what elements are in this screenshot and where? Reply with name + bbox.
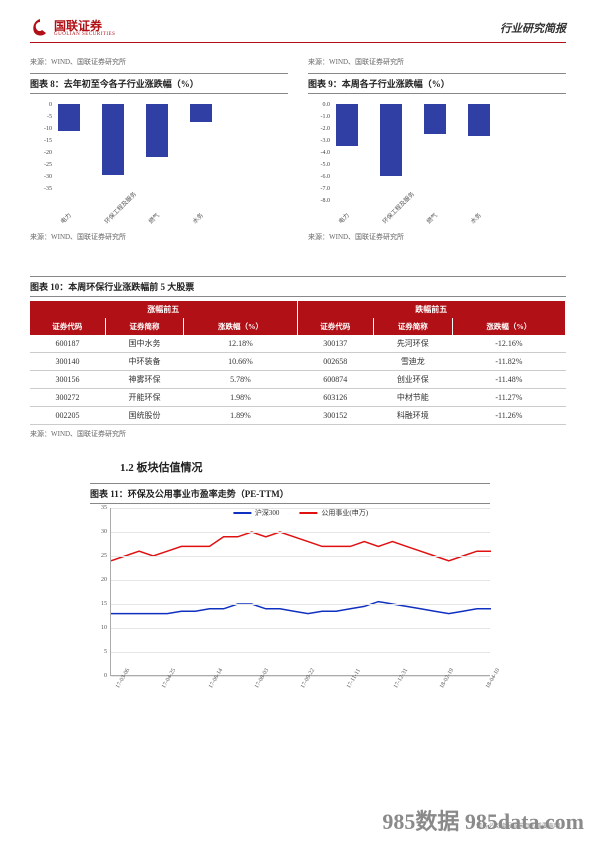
bar — [102, 104, 124, 175]
table-cell: 1.89% — [184, 407, 297, 425]
table-row: 600187国中水务12.18%300137先河环保-12.16% — [30, 335, 566, 353]
table-col-header: 证券代码 — [297, 318, 373, 335]
table-cell: 300137 — [297, 335, 373, 353]
y-axis-labels: 05101520253035 — [91, 508, 109, 675]
source-note: 来源：WIND、国联证券研究所 — [30, 232, 288, 242]
table-cell: -11.26% — [452, 407, 565, 425]
table-cell: 科融环境 — [373, 407, 452, 425]
table-col-header: 涨跌幅（%） — [452, 318, 565, 335]
table-cell: 开能环保 — [105, 389, 184, 407]
bar — [424, 104, 446, 134]
figure-title: 图表 11：环保及公用事业市盈率走势（PE-TTM） — [90, 483, 490, 504]
table-cell: 中材节能 — [373, 389, 452, 407]
table-cell: 600187 — [30, 335, 105, 353]
table-cell: 300152 — [297, 407, 373, 425]
x-axis-labels: 电力环保工程及服务燃气水务 — [336, 219, 566, 228]
table-cell: 002205 — [30, 407, 105, 425]
table-cell: -12.16% — [452, 335, 565, 353]
table-cell: -11.82% — [452, 353, 565, 371]
brand-name-cn: 国联证券 — [54, 20, 115, 32]
source-note: 来源：WIND、国联证券研究所 — [30, 429, 566, 439]
section-heading: 1.2 板块估值情况 — [120, 459, 566, 475]
bar — [146, 104, 168, 157]
x-axis-labels: 电力环保工程及服务燃气水务 — [58, 219, 288, 228]
table-row: 300140中环装备10.66%002658雪迪龙-11.82% — [30, 353, 566, 371]
bar-chart — [30, 98, 288, 188]
table-cell: 10.66% — [184, 353, 297, 371]
table-row: 300156神雾环保5.78%600874创业环保-11.48% — [30, 371, 566, 389]
stock-table: 涨幅前五 跌幅前五 证券代码证券简称涨跌幅（%）证券代码证券简称涨跌幅（%） 6… — [30, 301, 566, 425]
figure-title: 图表 9：本周各子行业涨跌幅（%） — [308, 73, 566, 94]
logo-icon — [30, 18, 50, 38]
brand-logo: 国联证券 GUOLIAN SECURITIES — [30, 18, 115, 38]
table-cell: -11.48% — [452, 371, 565, 389]
table-group-header: 跌幅前五 — [297, 301, 565, 318]
table-cell: 603126 — [297, 389, 373, 407]
table-cell: 神雾环保 — [105, 371, 184, 389]
table-cell: 300156 — [30, 371, 105, 389]
table-cell: 5.78% — [184, 371, 297, 389]
table-row: 002205国统股份1.89%300152科融环境-11.26% — [30, 407, 566, 425]
bar — [380, 104, 402, 176]
bar-chart — [308, 98, 566, 188]
figure-9: 图表 9：本周各子行业涨跌幅（%） 0.0-1.0-2.0-3.0-4.0-5.… — [308, 73, 566, 248]
figure-11: 图表 11：环保及公用事业市盈率走势（PE-TTM） 0510152025303… — [90, 483, 490, 684]
figure-10: 图表 10：本周环保行业涨跌幅前 5 大股票 涨幅前五 跌幅前五 证券代码证券简… — [30, 276, 566, 439]
source-note: 来源：WIND、国联证券研究所 — [30, 57, 288, 67]
table-cell: 国中水务 — [105, 335, 184, 353]
bar — [468, 104, 490, 136]
figure-8: 图表 8：去年初至今各子行业涨跌幅（%） 0-5-10-15-20-25-30-… — [30, 73, 288, 248]
table-cell: 1.98% — [184, 389, 297, 407]
table-group-header: 涨幅前五 — [30, 301, 297, 318]
table-cell: -11.27% — [452, 389, 565, 407]
brand-name-en: GUOLIAN SECURITIES — [54, 32, 115, 37]
bar — [58, 104, 80, 131]
table-cell: 300272 — [30, 389, 105, 407]
table-cell: 先河环保 — [373, 335, 452, 353]
table-cell: 创业环保 — [373, 371, 452, 389]
figure-title: 图表 10：本周环保行业涨跌幅前 5 大股票 — [30, 276, 566, 297]
watermark: 985数据 985data.com — [382, 804, 584, 836]
table-col-header: 证券简称 — [105, 318, 184, 335]
page-header: 国联证券 GUOLIAN SECURITIES 行业研究简报 — [30, 18, 566, 43]
table-col-header: 证券代码 — [30, 318, 105, 335]
table-cell: 12.18% — [184, 335, 297, 353]
table-cell: 中环装备 — [105, 353, 184, 371]
x-axis-labels: 17-03-0617-04-2517-06-1417-08-0317-09-22… — [110, 676, 490, 684]
bar — [190, 104, 212, 122]
table-cell: 300140 — [30, 353, 105, 371]
bar — [336, 104, 358, 146]
table-col-header: 证券简称 — [373, 318, 452, 335]
line-chart-svg — [111, 508, 491, 676]
table-row: 300272开能环保1.98%603126中材节能-11.27% — [30, 389, 566, 407]
table-cell: 600874 — [297, 371, 373, 389]
source-note: 来源：WIND、国联证券研究所 — [308, 57, 566, 67]
table-col-header: 涨跌幅（%） — [184, 318, 297, 335]
line-chart: 05101520253035 沪深300 公用事业(申万) — [110, 508, 490, 676]
table-cell: 国统股份 — [105, 407, 184, 425]
source-note: 来源：WIND、国联证券研究所 — [308, 232, 566, 242]
figure-title: 图表 8：去年初至今各子行业涨跌幅（%） — [30, 73, 288, 94]
table-header-row: 证券代码证券简称涨跌幅（%）证券代码证券简称涨跌幅（%） — [30, 318, 566, 335]
table-cell: 002658 — [297, 353, 373, 371]
report-type: 行业研究简报 — [500, 20, 566, 36]
table-cell: 雪迪龙 — [373, 353, 452, 371]
